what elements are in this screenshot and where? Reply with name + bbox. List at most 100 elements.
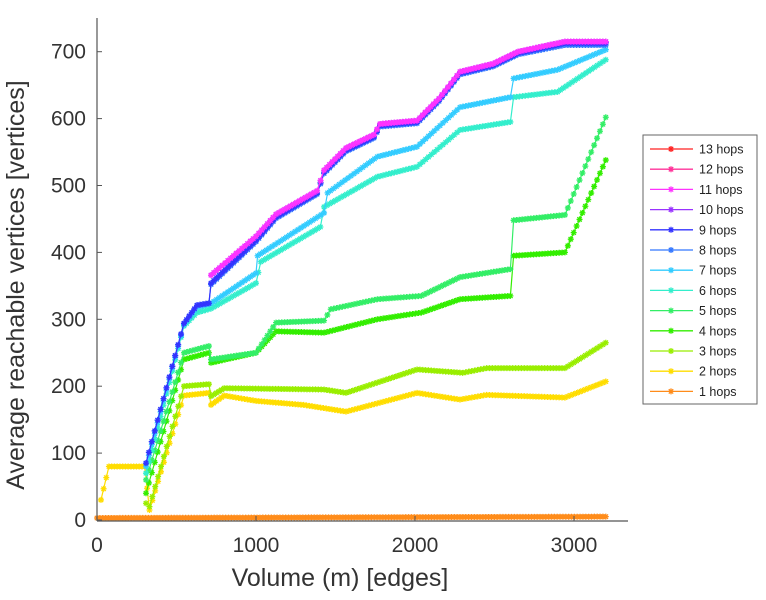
series-line bbox=[100, 380, 607, 511]
data-marker bbox=[385, 375, 392, 382]
data-marker bbox=[416, 161, 423, 168]
data-marker bbox=[422, 156, 429, 163]
data-marker bbox=[564, 204, 571, 211]
data-marker bbox=[421, 291, 428, 298]
data-marker bbox=[318, 211, 325, 218]
data-point bbox=[208, 280, 215, 287]
data-marker bbox=[258, 227, 265, 234]
data-point bbox=[205, 389, 212, 396]
data-marker bbox=[501, 55, 508, 62]
x-axis-label: Volume (m) [edges] bbox=[232, 564, 449, 592]
data-marker bbox=[576, 216, 583, 223]
data-marker bbox=[512, 50, 519, 57]
data-marker bbox=[356, 166, 363, 173]
data-marker bbox=[241, 243, 248, 250]
data-point bbox=[490, 60, 497, 67]
data-marker bbox=[152, 487, 159, 494]
series-10-hops bbox=[208, 38, 609, 279]
data-marker bbox=[354, 405, 361, 412]
data-marker bbox=[365, 402, 372, 409]
data-marker bbox=[224, 264, 231, 271]
legend-label: 5 hops bbox=[699, 304, 737, 318]
data-marker bbox=[215, 396, 222, 403]
legend-label: 4 hops bbox=[699, 324, 737, 338]
data-marker bbox=[597, 49, 604, 56]
data-marker bbox=[356, 138, 363, 145]
data-point bbox=[317, 223, 324, 230]
data-marker bbox=[445, 114, 452, 121]
data-marker bbox=[264, 332, 271, 339]
data-marker bbox=[340, 324, 347, 331]
data-marker bbox=[297, 235, 304, 242]
legend-marker-icon bbox=[668, 226, 674, 233]
data-marker bbox=[233, 291, 240, 298]
legend-label: 6 hops bbox=[699, 284, 737, 298]
data-marker bbox=[148, 457, 155, 464]
data-marker bbox=[459, 68, 466, 75]
data-marker bbox=[227, 255, 234, 262]
data-marker bbox=[281, 206, 288, 213]
data-marker bbox=[596, 343, 603, 350]
y-tick-label: 700 bbox=[51, 41, 86, 64]
data-marker bbox=[250, 240, 257, 247]
data-marker bbox=[360, 181, 367, 188]
data-marker bbox=[481, 62, 488, 69]
data-marker bbox=[343, 324, 350, 331]
data-marker bbox=[154, 417, 161, 424]
data-marker bbox=[379, 377, 386, 384]
data-marker bbox=[428, 130, 435, 137]
data-marker bbox=[454, 297, 461, 304]
legend-item: 8 hops bbox=[650, 244, 737, 258]
data-marker bbox=[337, 325, 344, 332]
data-marker bbox=[255, 269, 262, 276]
data-marker bbox=[388, 396, 395, 403]
data-marker bbox=[465, 66, 472, 73]
data-point bbox=[414, 143, 421, 150]
data-marker bbox=[385, 170, 392, 177]
data-marker bbox=[433, 98, 440, 105]
data-marker bbox=[388, 374, 395, 381]
data-marker bbox=[192, 346, 199, 353]
data-marker bbox=[351, 141, 358, 148]
data-marker bbox=[374, 379, 381, 386]
data-marker bbox=[314, 225, 321, 232]
legend-item: 7 hops bbox=[650, 264, 737, 278]
data-marker bbox=[233, 283, 240, 290]
data-marker bbox=[591, 383, 598, 390]
series-4-hops bbox=[142, 157, 609, 497]
legend-marker-icon bbox=[668, 267, 674, 274]
legend-item: 5 hops bbox=[650, 304, 737, 318]
data-marker bbox=[371, 401, 378, 408]
data-marker bbox=[271, 241, 278, 248]
data-marker bbox=[423, 307, 430, 314]
data-marker bbox=[582, 203, 589, 210]
data-marker bbox=[337, 194, 344, 201]
data-marker bbox=[498, 56, 505, 63]
data-marker bbox=[346, 323, 353, 330]
data-marker bbox=[213, 274, 220, 281]
data-marker bbox=[267, 217, 274, 224]
data-marker bbox=[585, 156, 592, 163]
data-marker bbox=[357, 320, 364, 327]
data-marker bbox=[286, 232, 293, 239]
data-point bbox=[374, 153, 381, 160]
data-marker bbox=[391, 373, 398, 380]
data-marker bbox=[582, 386, 589, 393]
series-6-hops bbox=[142, 56, 609, 477]
data-point bbox=[321, 329, 328, 336]
data-marker bbox=[563, 83, 570, 90]
data-marker bbox=[354, 139, 361, 146]
data-marker bbox=[250, 272, 257, 279]
x-tick-label: 2000 bbox=[392, 534, 439, 557]
data-marker bbox=[216, 272, 223, 279]
data-marker bbox=[247, 273, 254, 280]
data-point bbox=[602, 38, 609, 45]
data-marker bbox=[594, 381, 601, 388]
data-marker bbox=[579, 387, 586, 394]
data-marker bbox=[425, 133, 432, 140]
data-marker bbox=[473, 64, 480, 71]
data-marker bbox=[311, 189, 318, 196]
data-marker bbox=[557, 86, 564, 93]
data-marker bbox=[448, 299, 455, 306]
data-point bbox=[208, 393, 215, 400]
